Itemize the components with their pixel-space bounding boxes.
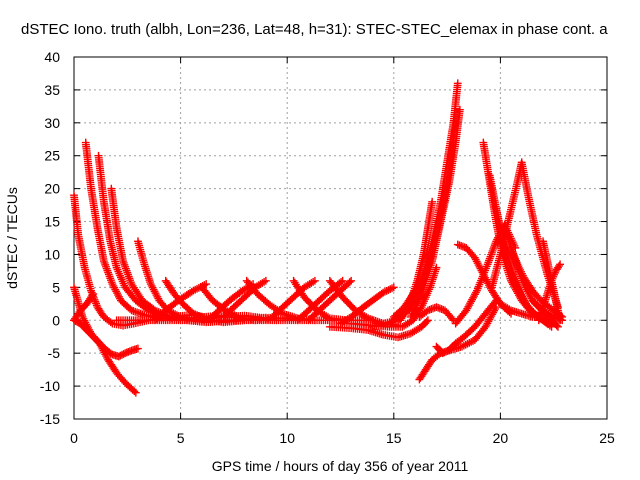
y-tick-label: 5	[52, 279, 60, 295]
data-point	[347, 276, 356, 285]
y-tick-label: 35	[44, 82, 60, 98]
series-27	[406, 105, 464, 321]
x-tick-label: 15	[386, 430, 402, 446]
data-point	[543, 319, 552, 328]
data-point	[552, 321, 561, 330]
chart-title: dSTEC Iono. truth (albh, Lon=236, Lat=48…	[21, 21, 608, 38]
y-tick-label: 10	[44, 246, 60, 262]
series-30	[415, 303, 458, 325]
y-tick-label: -15	[40, 411, 60, 427]
data-point	[556, 316, 564, 325]
data-point	[424, 316, 432, 325]
data-point	[89, 290, 98, 298]
x-tick-label: 5	[177, 430, 185, 446]
series-19	[336, 283, 398, 328]
y-tick-label: 20	[44, 181, 60, 197]
y-tick-label: -5	[48, 345, 61, 361]
data-point	[556, 260, 564, 269]
data-point	[311, 276, 319, 285]
data-point	[428, 197, 437, 206]
y-tick-label: 0	[52, 312, 60, 328]
series-42	[528, 296, 562, 331]
grid-lines	[74, 57, 607, 419]
data-point	[432, 263, 441, 272]
data-point	[202, 280, 211, 288]
data-point	[389, 283, 398, 292]
series-40	[534, 260, 564, 325]
series-12	[219, 276, 270, 321]
y-tick-label: 25	[44, 148, 60, 164]
data-point	[453, 79, 462, 88]
data-point	[338, 276, 347, 285]
series-29	[432, 296, 501, 358]
y-axis-label: dSTEC / TECUs	[4, 187, 20, 289]
series-3	[70, 290, 98, 325]
plot-frame	[73, 56, 608, 420]
x-tick-label: 20	[493, 430, 509, 446]
series-20	[112, 316, 377, 325]
y-tick-label: 15	[44, 214, 60, 230]
data-point	[131, 388, 140, 397]
data-points	[70, 79, 567, 397]
axis-ticks	[73, 56, 608, 420]
data-point	[261, 276, 270, 285]
x-tick-label: 10	[279, 430, 295, 446]
data-point	[455, 105, 464, 114]
x-axis-label: GPS time / hours of day 356 of year 2011	[212, 458, 469, 474]
x-tick-label: 0	[70, 430, 78, 446]
x-tick-label: 25	[599, 430, 615, 446]
series-41	[539, 237, 564, 325]
y-tick-label: 40	[44, 49, 60, 65]
y-tick-label: -10	[40, 378, 60, 394]
data-point	[554, 322, 562, 331]
series-26	[396, 79, 462, 325]
series-1	[70, 283, 140, 397]
data-point	[422, 317, 431, 326]
data-point	[134, 344, 142, 353]
y-tick-label: 30	[44, 115, 60, 131]
